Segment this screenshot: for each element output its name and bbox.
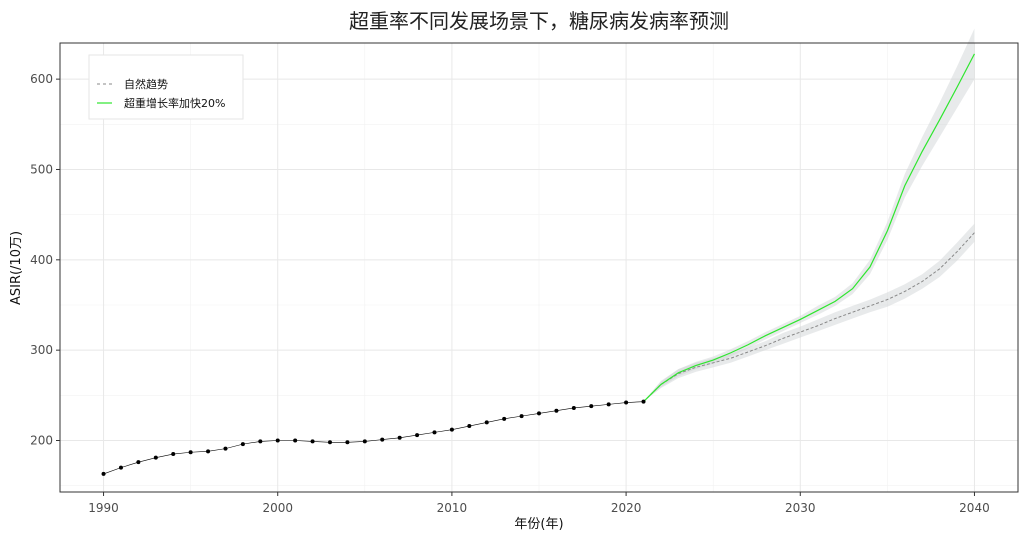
historical-point — [467, 424, 472, 429]
legend-label-natural-trend: 自然趋势 — [124, 77, 168, 91]
historical-point — [275, 438, 280, 443]
y-tick-label: 600 — [30, 72, 53, 86]
historical-point — [537, 411, 541, 416]
y-tick-label: 500 — [30, 162, 53, 176]
ci-band-series-1 — [643, 28, 975, 402]
x-axis-ticks: 1990 2000 2010 2020 2030 2040 — [88, 492, 990, 515]
historical-point — [380, 437, 385, 442]
historical-point — [415, 433, 420, 438]
historical-point — [397, 435, 402, 440]
plot-panel-border — [59, 42, 1019, 493]
x-tick-label: 1990 — [88, 501, 119, 515]
x-tick-label: 2010 — [437, 501, 468, 515]
y-axis-ticks: 200 300 400 500 600 — [30, 72, 60, 448]
historical-point — [606, 402, 611, 407]
historical-point — [519, 414, 524, 419]
historical-point — [293, 438, 298, 443]
historical-point — [118, 465, 123, 470]
y-axis-title: ASIR(/10万) — [9, 231, 24, 305]
series-line-0 — [643, 232, 975, 403]
ci-band-series-0 — [643, 223, 975, 402]
historical-point — [153, 455, 158, 460]
historical-point — [310, 439, 315, 444]
y-tick-label: 200 — [30, 434, 53, 448]
historical-point — [641, 399, 646, 404]
series-line-1 — [643, 53, 975, 403]
x-tick-label: 2030 — [785, 501, 816, 515]
historical-point — [345, 440, 350, 445]
historical-point — [171, 452, 176, 457]
historical-point — [554, 408, 559, 413]
historical-point — [589, 404, 594, 409]
chart-title: 超重率不同发展场景下，糖尿病发病率预测 — [349, 9, 729, 33]
legend-label-overweight-20: 超重增长率加快20% — [124, 96, 225, 110]
y-tick-label: 400 — [30, 253, 53, 267]
historical-points — [101, 399, 646, 476]
x-axis-title: 年份(年) — [514, 517, 563, 532]
historical-point — [624, 400, 629, 405]
historical-point — [571, 405, 576, 410]
historical-point — [484, 420, 489, 425]
historical-point — [206, 449, 211, 454]
historical-point — [449, 427, 454, 432]
series-lines — [103, 53, 975, 475]
x-tick-label: 2040 — [959, 501, 990, 515]
historical-point — [240, 442, 245, 447]
x-tick-label: 2000 — [262, 501, 293, 515]
historical-point — [223, 446, 228, 451]
historical-line — [103, 401, 644, 475]
confidence-bands — [643, 28, 975, 402]
legend: 自然趋势 超重增长率加快20% — [88, 54, 244, 120]
legend-box — [88, 54, 244, 120]
historical-point — [136, 460, 141, 465]
historical-point — [101, 471, 106, 476]
historical-point — [258, 439, 263, 444]
x-tick-label: 2020 — [611, 501, 642, 515]
historical-point — [327, 440, 332, 445]
historical-point — [502, 416, 507, 421]
historical-point — [188, 450, 193, 455]
y-tick-label: 300 — [30, 343, 53, 357]
historical-point — [432, 430, 437, 435]
historical-point — [362, 439, 367, 444]
